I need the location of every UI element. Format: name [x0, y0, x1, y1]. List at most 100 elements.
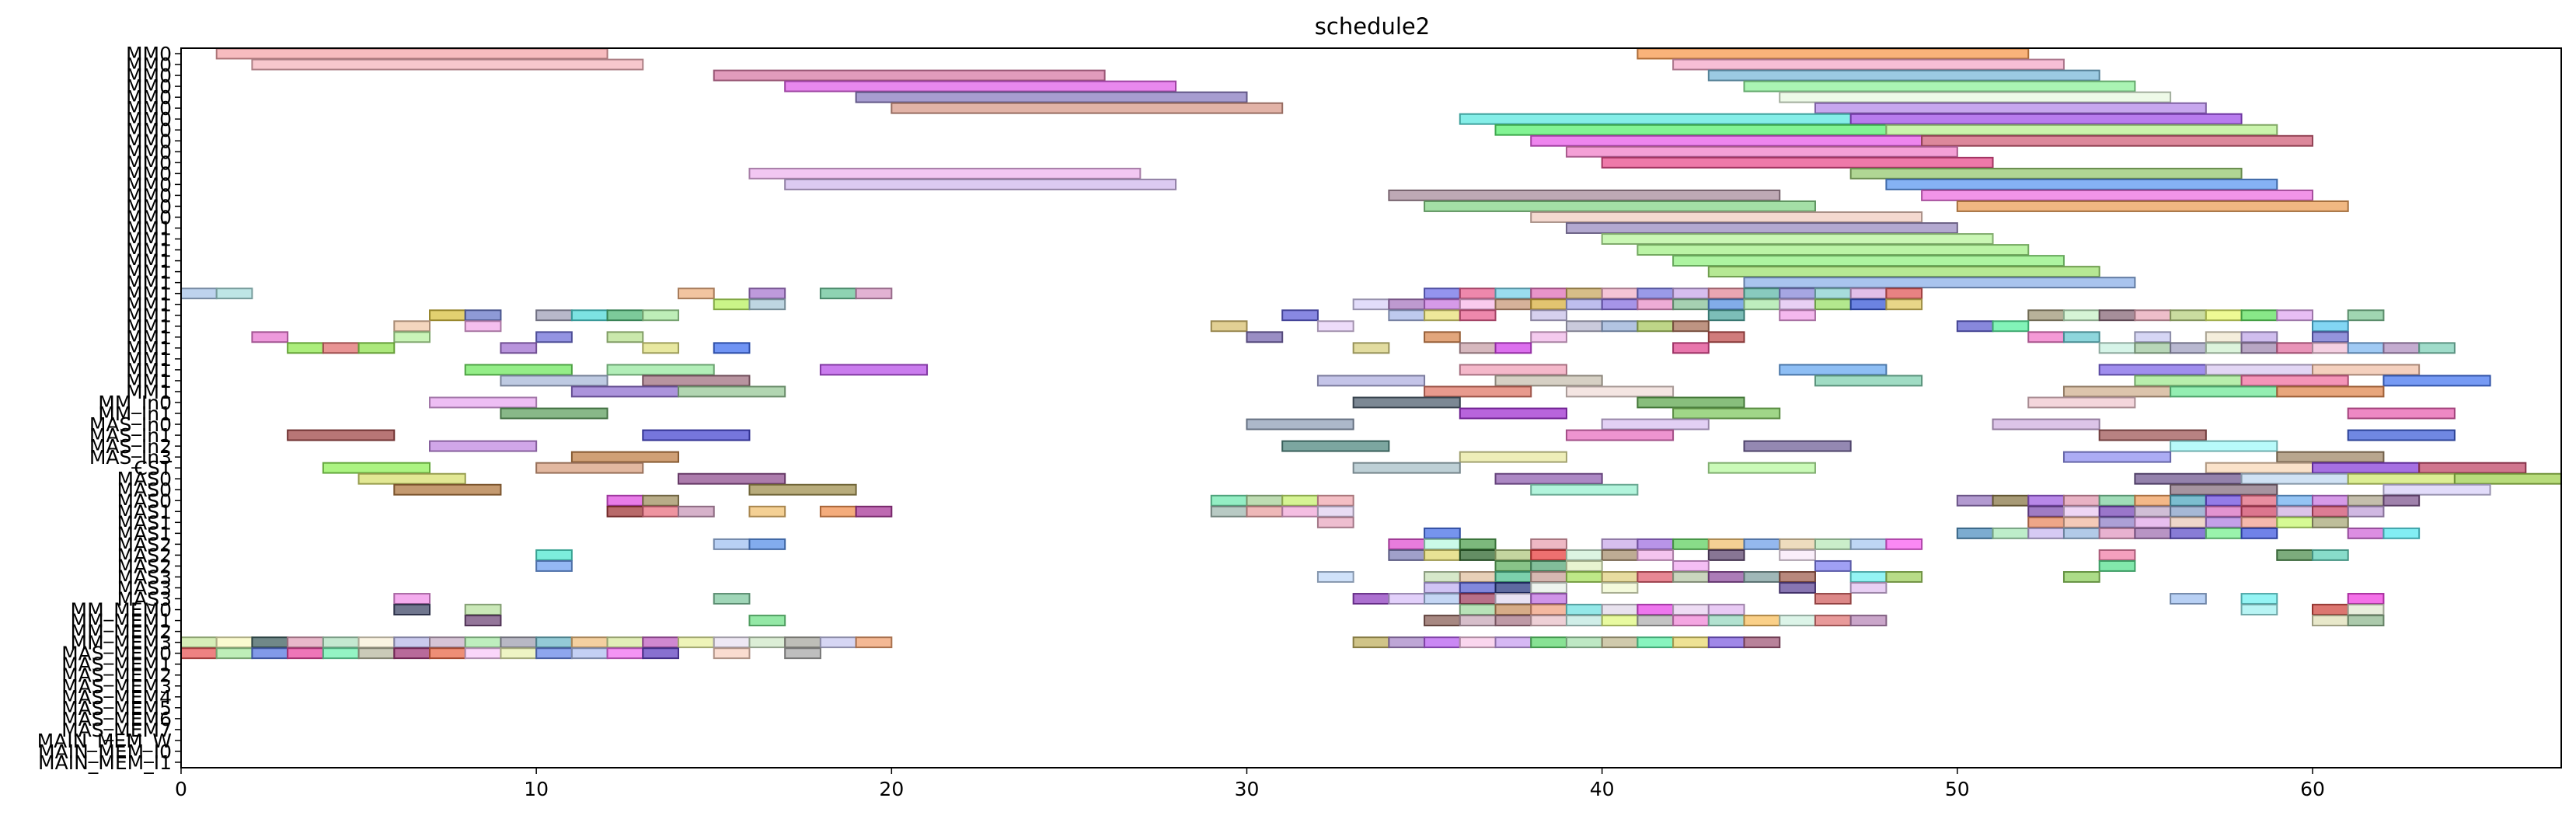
task-bar — [1424, 331, 1461, 343]
task-bar — [1814, 102, 2207, 114]
task-bar — [2276, 494, 2313, 507]
task-bar — [2383, 527, 2421, 539]
task-bar — [1601, 156, 1994, 169]
task-bar — [464, 309, 502, 322]
task-bar — [819, 288, 857, 300]
task-bar — [1246, 418, 1354, 430]
x-tick-label: 20 — [879, 778, 904, 800]
y-tick-label: CST — [134, 457, 172, 479]
task-bar — [2311, 549, 2349, 561]
task-bar — [1849, 571, 1888, 583]
task-bar — [393, 320, 431, 333]
task-bar — [1779, 288, 1816, 300]
y-tick-label: MM1 — [126, 239, 172, 262]
task-bar — [1565, 549, 1603, 561]
task-bar — [2240, 375, 2349, 387]
task-bar — [215, 288, 253, 300]
task-bar — [393, 483, 502, 496]
task-bar — [1424, 385, 1532, 398]
task-bar — [784, 647, 821, 660]
task-bar — [1424, 309, 1461, 322]
task-bar — [1707, 288, 1745, 300]
task-bar — [2240, 604, 2278, 616]
task-bar — [1707, 615, 1745, 627]
task-bar — [642, 342, 680, 354]
task-bar — [1707, 571, 1745, 583]
task-bar — [2062, 385, 2172, 398]
y-tick-label: MM1 — [126, 326, 172, 349]
task-bar — [1637, 47, 2030, 60]
x-tick-label: 60 — [2300, 778, 2325, 800]
y-tick-label: MM_In1 — [98, 403, 172, 425]
task-bar — [1814, 288, 1852, 300]
task-bar — [2311, 342, 2349, 354]
task-bar — [429, 636, 466, 649]
task-bar — [2240, 331, 2278, 343]
task-bar — [1494, 342, 1532, 354]
task-bar — [1921, 189, 2313, 201]
task-bar — [1565, 636, 1603, 649]
task-bar — [1707, 549, 1745, 561]
task-bar — [1530, 331, 1567, 343]
task-bar — [1637, 604, 1675, 616]
y-tick-label: MM_MEM3 — [71, 632, 172, 654]
task-bar — [1956, 494, 1994, 507]
task-bar — [535, 549, 573, 561]
task-bar — [1885, 178, 2278, 190]
task-bar — [1849, 167, 2243, 179]
task-bar — [784, 80, 1177, 92]
task-bar — [1459, 593, 1497, 605]
task-bar — [1637, 288, 1675, 300]
task-bar — [1281, 440, 1390, 452]
task-bar — [1814, 298, 1852, 311]
task-bar — [1672, 255, 2065, 267]
task-bar — [713, 298, 751, 311]
task-bar — [1779, 571, 1816, 583]
task-bar — [1992, 418, 2100, 430]
task-bar — [1530, 483, 1639, 496]
task-bar — [1352, 462, 1461, 474]
task-bar — [2383, 494, 2421, 507]
task-bar — [748, 615, 786, 627]
y-tick-label: MM0 — [126, 119, 172, 141]
task-bar — [1565, 222, 1958, 234]
task-bar — [678, 636, 715, 649]
y-tick-label: MM0 — [126, 64, 172, 87]
task-bar — [2134, 516, 2172, 528]
task-bar — [2098, 559, 2136, 572]
y-tick-label: MM1 — [126, 250, 172, 273]
task-bar — [642, 494, 680, 507]
task-bar — [1743, 538, 1781, 550]
task-bar — [1992, 494, 2030, 507]
y-tick-label: MAS3 — [117, 577, 172, 600]
x-axis: 0 10 20 30 40 50 60 — [175, 768, 2325, 800]
task-bar — [2205, 309, 2243, 322]
y-tick-label: MM0 — [126, 75, 172, 98]
task-bar — [357, 636, 396, 649]
task-bar — [2347, 527, 2385, 539]
task-bar — [2347, 407, 2456, 420]
task-bar — [1885, 538, 1923, 550]
task-bar — [1352, 396, 1461, 409]
task-bar — [1601, 604, 1639, 616]
y-tick-label: MM0 — [126, 97, 172, 120]
task-bar — [2062, 505, 2100, 518]
task-bar — [1885, 298, 1923, 311]
task-bar — [1424, 615, 1461, 627]
task-bar — [2027, 494, 2065, 507]
task-bar — [393, 331, 431, 343]
task-bar — [1494, 615, 1532, 627]
task-bar — [464, 320, 502, 333]
y-tick-label: MAS3 — [117, 566, 172, 588]
task-bar — [2098, 516, 2136, 528]
task-bar — [1637, 298, 1675, 311]
task-bar — [535, 309, 573, 322]
task-bar — [1424, 298, 1461, 311]
task-bar — [1494, 559, 1532, 572]
y-tick-label: MM0 — [126, 173, 172, 196]
task-bar — [1672, 58, 2065, 71]
task-bar — [1316, 320, 1354, 333]
task-bar — [606, 505, 644, 518]
task-bar — [2240, 309, 2278, 322]
